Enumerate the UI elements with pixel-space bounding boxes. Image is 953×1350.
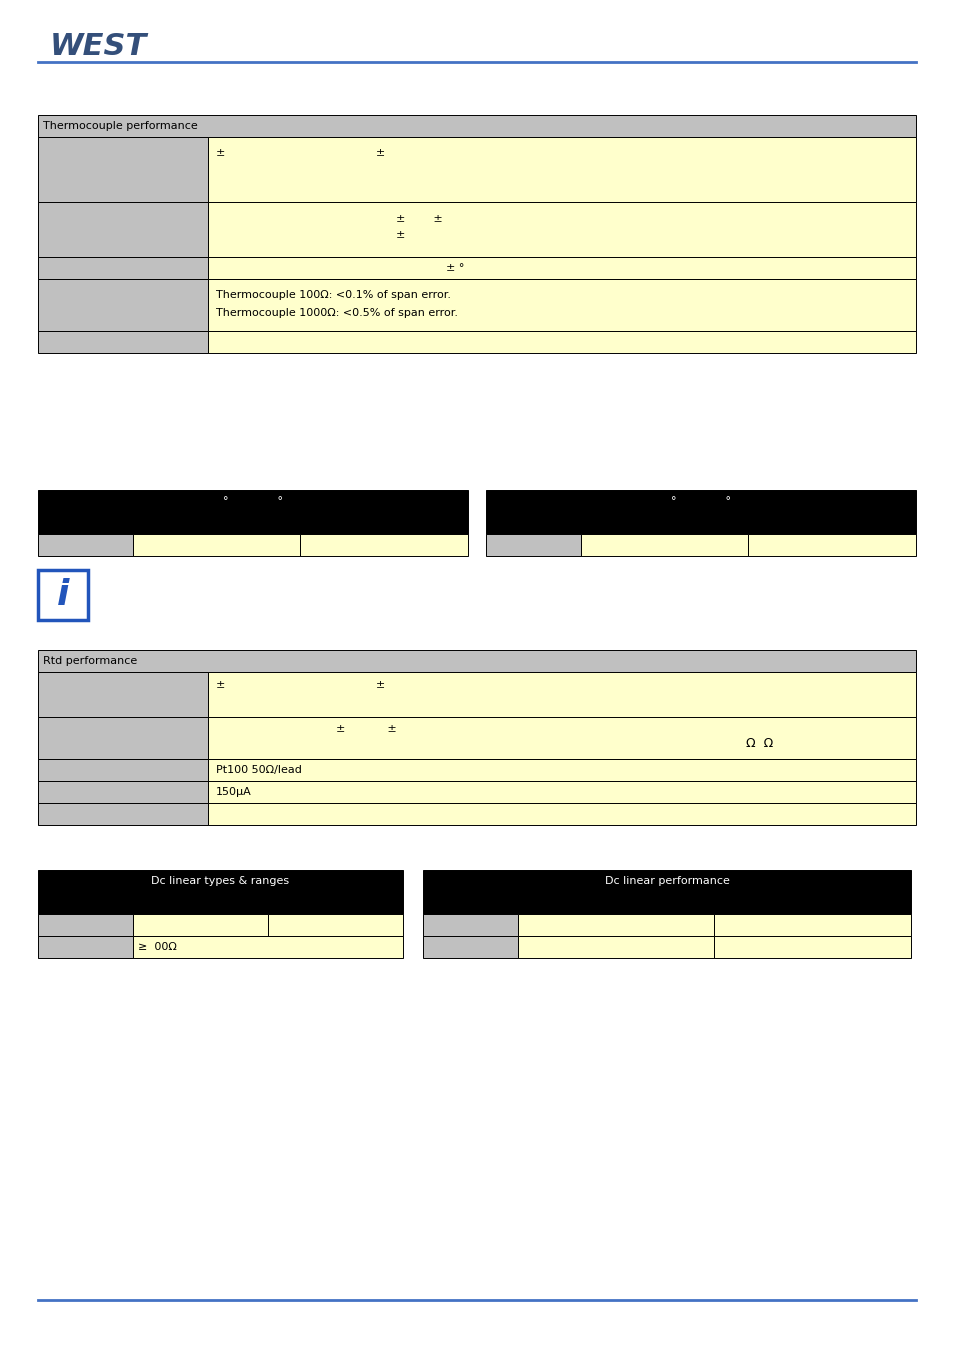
Bar xyxy=(422,914,517,936)
Text: Dc linear types & ranges: Dc linear types & ranges xyxy=(152,876,290,886)
Bar xyxy=(714,936,910,958)
Bar xyxy=(132,914,268,936)
Bar xyxy=(38,202,208,256)
Bar xyxy=(714,914,910,936)
Bar xyxy=(748,535,915,556)
Text: ±: ± xyxy=(395,230,405,240)
Bar xyxy=(38,279,208,331)
Bar xyxy=(38,914,132,936)
Bar xyxy=(38,869,402,892)
Bar xyxy=(422,892,910,914)
Bar xyxy=(422,869,910,892)
Bar xyxy=(38,672,208,717)
Text: ±        ±: ± ± xyxy=(395,213,442,224)
Text: Dc linear performance: Dc linear performance xyxy=(604,876,729,886)
Bar xyxy=(132,535,300,556)
Text: Thermocouple performance: Thermocouple performance xyxy=(43,122,197,131)
Bar xyxy=(208,759,915,782)
Text: 150μA: 150μA xyxy=(215,787,252,796)
Bar xyxy=(485,535,580,556)
Bar xyxy=(38,535,132,556)
Bar xyxy=(517,936,714,958)
Text: Rtd performance: Rtd performance xyxy=(43,656,137,666)
Bar xyxy=(485,512,915,535)
Bar xyxy=(38,649,915,672)
Bar xyxy=(38,782,208,803)
Bar xyxy=(38,936,132,958)
Bar xyxy=(208,717,915,759)
Bar xyxy=(38,717,208,759)
Text: Thermocouple 100Ω: <0.1% of span error.: Thermocouple 100Ω: <0.1% of span error. xyxy=(215,290,451,300)
Bar xyxy=(132,936,402,958)
Bar xyxy=(208,256,915,279)
Bar xyxy=(268,914,402,936)
Text: ≥  00Ω: ≥ 00Ω xyxy=(138,942,176,952)
Text: Ω  Ω: Ω Ω xyxy=(745,737,773,749)
Bar xyxy=(38,759,208,782)
Bar xyxy=(300,535,468,556)
Bar xyxy=(208,331,915,352)
Bar xyxy=(208,782,915,803)
Text: WEST: WEST xyxy=(50,32,147,61)
Bar xyxy=(38,115,915,136)
Text: °              °: ° ° xyxy=(670,495,730,506)
Bar xyxy=(38,570,88,620)
Text: ± °: ± ° xyxy=(446,263,464,273)
Bar xyxy=(208,202,915,256)
Text: Pt100 50Ω/lead: Pt100 50Ω/lead xyxy=(215,765,301,775)
Text: ±                                           ±: ± ± xyxy=(215,680,385,690)
Bar xyxy=(422,936,517,958)
Text: ±            ±: ± ± xyxy=(335,724,396,734)
Bar xyxy=(38,256,208,279)
Text: i: i xyxy=(57,578,70,612)
Bar xyxy=(38,331,208,352)
Bar xyxy=(38,892,402,914)
Bar xyxy=(38,136,208,202)
Bar xyxy=(208,279,915,331)
Bar xyxy=(208,803,915,825)
Bar xyxy=(208,136,915,202)
Bar xyxy=(38,490,468,512)
Text: Thermocouple 1000Ω: <0.5% of span error.: Thermocouple 1000Ω: <0.5% of span error. xyxy=(215,308,457,317)
Bar xyxy=(485,490,915,512)
Bar xyxy=(517,914,714,936)
Bar xyxy=(580,535,748,556)
Text: °              °: ° ° xyxy=(223,495,283,506)
Bar xyxy=(38,512,468,535)
Bar xyxy=(38,803,208,825)
Text: ±                                           ±: ± ± xyxy=(215,148,385,158)
Bar xyxy=(208,672,915,717)
